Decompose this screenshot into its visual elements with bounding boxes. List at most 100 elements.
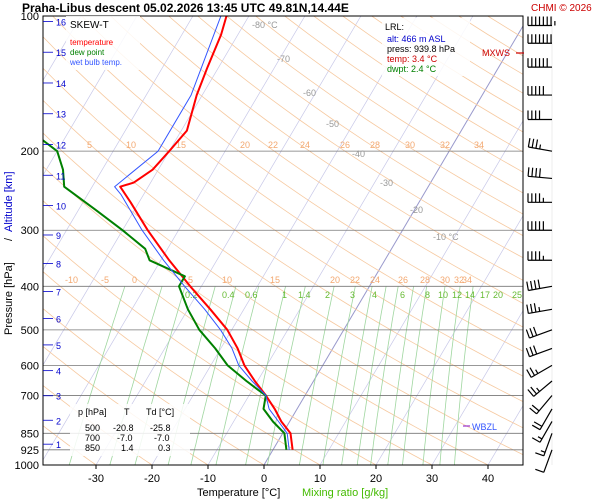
- wind-barbs: [525, 16, 556, 473]
- mixing-ratio-line: [245, 286, 286, 465]
- isotherm-label: -60: [303, 88, 316, 98]
- mixing-ratio-label-mid: -5: [101, 275, 109, 285]
- altitude-tick-label: 15: [56, 48, 66, 58]
- mixing-ratio-label: 3: [350, 290, 355, 300]
- table-cell: 850: [85, 443, 100, 453]
- isotherm-label: -10 °C: [433, 232, 459, 242]
- mixing-ratio-label: 25: [512, 290, 522, 300]
- wet-bulb-line: [114, 16, 290, 450]
- sounding-series: [43, 16, 294, 450]
- isotherm-line: [43, 16, 306, 461]
- wind-barb: [527, 193, 552, 203]
- mixing-ratio-label-upper: 32: [440, 140, 450, 150]
- wind-barb: [527, 251, 552, 261]
- isotherm-line: [43, 16, 250, 366]
- mixing-ratio-label-mid: 26: [398, 275, 408, 285]
- table-header-td: Td [°C]: [146, 407, 174, 417]
- table-cell: -20.8: [113, 423, 134, 433]
- x-tick-label: 30: [426, 473, 438, 485]
- mixing-ratio-label-mid: 22: [350, 275, 360, 285]
- wind-barb: [529, 395, 553, 415]
- pressure-tick-label: 400: [21, 281, 39, 293]
- pressure-tick-label: 300: [21, 225, 39, 237]
- isotherm-label: -50: [326, 119, 339, 129]
- mixing-ratio-label-upper: 28: [370, 140, 380, 150]
- isotherm-line: [263, 25, 523, 465]
- mixing-ratio-label-upper: 34: [474, 140, 484, 150]
- dry-adiabat: [429, 16, 523, 75]
- mixing-ratio-label-upper: 24: [300, 140, 310, 150]
- isotherm-grid: [43, 16, 523, 465]
- mixing-ratio-label: 20: [493, 290, 503, 300]
- mixing-ratio-line: [401, 286, 428, 465]
- mixing-ratio-label-mid: 15: [270, 275, 280, 285]
- pressure-tick-label: 700: [21, 390, 39, 402]
- altitude-tick-label: 6: [56, 315, 61, 325]
- mixing-ratio-label: 2: [325, 290, 330, 300]
- mixing-ratio-label-upper: 30: [405, 140, 415, 150]
- dry-adiabat: [43, 235, 377, 465]
- table-cell: 500: [85, 423, 100, 433]
- legend-box: [66, 16, 140, 70]
- altitude-tick-label: 9: [56, 231, 61, 241]
- table-cell: -7.0: [117, 433, 133, 443]
- dry-adiabat: [284, 16, 523, 173]
- isotherm-line: [43, 16, 194, 271]
- mixing-ratio-line: [439, 286, 461, 465]
- mixing-ratio-label-mid: 20: [330, 275, 340, 285]
- mxws-label: MXWS: [482, 48, 510, 58]
- wind-barb: [527, 58, 552, 68]
- table-cell: -25.8: [150, 423, 171, 433]
- wind-barb: [525, 326, 553, 339]
- altitude-tick-label: 3: [56, 392, 61, 402]
- dry-adiabat: [43, 132, 523, 456]
- mixing-ratio-line: [190, 286, 237, 465]
- mixing-ratio-line: [370, 286, 399, 465]
- pressure-tick-label: 925: [21, 445, 39, 457]
- altitude-tick-label: 7: [56, 287, 61, 297]
- isotherm-line: [319, 120, 523, 465]
- mixing-ratio-label: 6: [400, 290, 405, 300]
- x-tick-label: 20: [370, 473, 382, 485]
- wind-barb: [527, 221, 552, 231]
- mixing-ratio-line: [266, 286, 306, 465]
- mixing-ratio-label: 12: [452, 290, 462, 300]
- lrl-press: press: 939.8 hPa: [387, 44, 455, 54]
- isotherm-label: -40: [352, 149, 365, 159]
- mixing-ratio-label-mid: 5: [188, 275, 193, 285]
- isotherm-label: -70: [277, 54, 290, 64]
- lrl-dwpt: dwpt: 2.4 °C: [387, 64, 437, 74]
- copyright: CHMI © 2026: [531, 3, 592, 14]
- wind-barb: [526, 303, 553, 315]
- mixing-ratio-label: 1: [282, 290, 287, 300]
- mixing-ratio-label-mid: 32: [454, 275, 464, 285]
- x-axis-label: Temperature [°C]: [197, 487, 280, 499]
- data-table: p [hPa] T Td [°C] 500 -20.8 -25.8 700 -7…: [70, 404, 190, 456]
- dry-adiabat: [43, 271, 321, 465]
- dry-adiabat: [43, 165, 489, 465]
- mixing-ratio-line: [298, 286, 335, 465]
- dry-adiabat: [342, 16, 523, 133]
- mixing-ratio-label-upper: 10: [126, 140, 136, 150]
- wind-barb: [527, 16, 556, 27]
- mixing-ratio-line: [341, 286, 373, 465]
- x-tick-label: 10: [314, 473, 326, 485]
- pressure-tick-label: 200: [21, 146, 39, 158]
- mixing-ratio-label-upper: 20: [240, 140, 250, 150]
- mixing-ratio-line: [322, 286, 356, 465]
- table-cell: -7.0: [154, 433, 170, 443]
- x-tick-label: -20: [144, 473, 160, 485]
- wind-barb: [527, 110, 552, 121]
- mixing-ratio-label-upper: 22: [268, 140, 278, 150]
- isotherm-line: [375, 215, 523, 465]
- altitude-tick-label: 5: [56, 341, 61, 351]
- wind-barb: [526, 279, 553, 292]
- mixing-ratio-label-mid: -10: [65, 275, 78, 285]
- x-tick-label: 0: [261, 473, 267, 485]
- mixing-ratio-label-mid: 34: [462, 275, 472, 285]
- wind-barb: [525, 345, 553, 358]
- altitude-tick-label: 10: [56, 202, 66, 212]
- dry-adiabat: [313, 16, 523, 153]
- mixing-ratio-line: [422, 286, 446, 465]
- x-tick-label: -30: [88, 473, 104, 485]
